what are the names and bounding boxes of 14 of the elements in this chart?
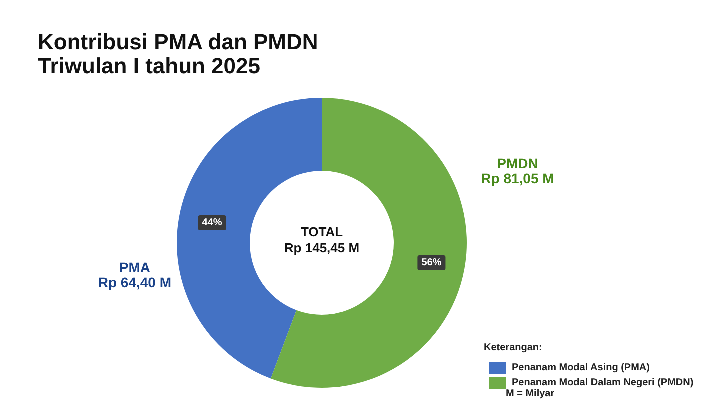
legend-label: Penanam Modal Dalam Negeri (PMDN) <box>512 378 694 388</box>
text: Rp 145,45 M <box>284 240 360 256</box>
data-label: Rp 64,40 M <box>98 274 172 291</box>
text: TOTAL <box>300 224 344 240</box>
text: PMDN <box>497 155 538 172</box>
text: 44% <box>202 218 222 229</box>
data-label: Rp 81,05 M <box>481 170 554 186</box>
text: PMA <box>119 260 151 276</box>
text: 56% <box>422 257 442 268</box>
text: M = Milyar <box>506 388 555 400</box>
chart-title: Kontribusi PMA dan PMDN <box>38 30 318 54</box>
legend-title: Keterangan: <box>484 342 542 354</box>
chart-subtitle: Triwulan I tahun 2025 <box>38 54 261 78</box>
legend-label: Penanam Modal Asing (PMA) <box>512 362 650 374</box>
